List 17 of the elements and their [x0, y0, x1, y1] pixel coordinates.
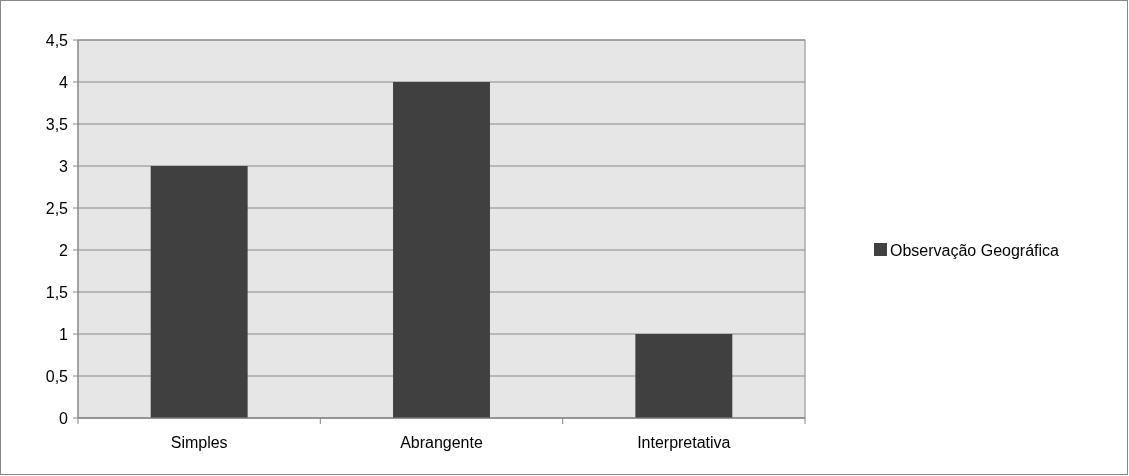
bar — [150, 166, 248, 418]
y-tick-label: 0,5 — [45, 367, 69, 385]
bar — [635, 334, 733, 418]
y-tick-label: 3,5 — [45, 115, 69, 133]
legend-label: Observação Geográfica — [890, 241, 1060, 259]
x-tick-label: Abrangente — [400, 434, 483, 451]
y-tick-label: 4 — [59, 73, 69, 91]
x-tick-label: Simples — [170, 434, 228, 451]
y-tick-label: 2 — [59, 241, 69, 259]
y-tick-label: 3 — [59, 157, 69, 175]
y-tick-label: 0 — [59, 409, 69, 427]
bar — [393, 82, 490, 418]
y-tick-label: 1,5 — [45, 283, 69, 301]
y-tick-label: 4,5 — [45, 31, 69, 49]
x-tick-label: Interpretativa — [637, 434, 731, 451]
y-tick-label: 2,5 — [45, 199, 69, 217]
y-tick-label: 1 — [59, 325, 69, 343]
